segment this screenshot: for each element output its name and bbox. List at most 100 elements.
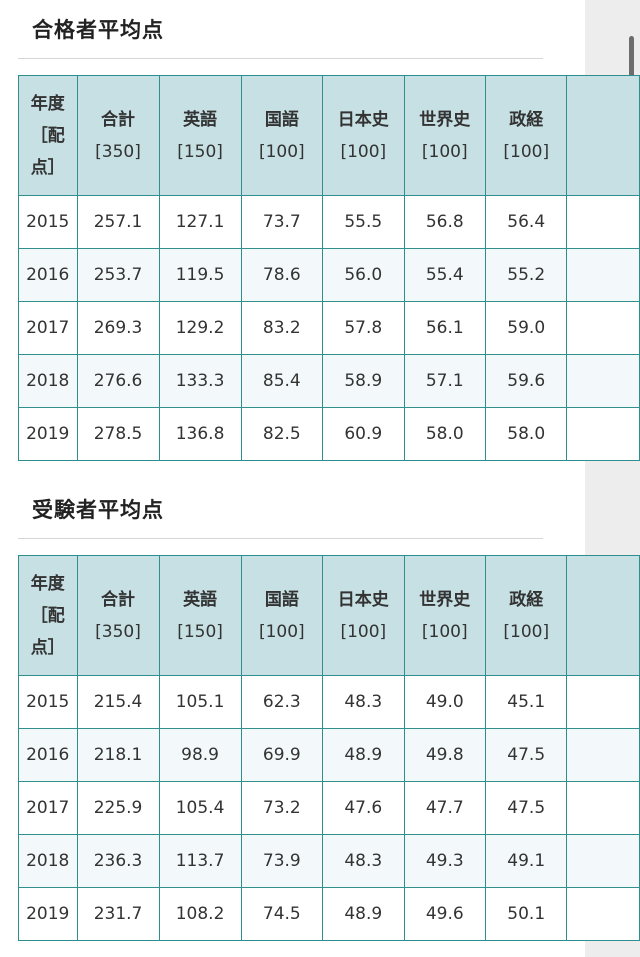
cell-total: 253.7 <box>76 248 160 302</box>
cell-total: 269.3 <box>76 301 160 355</box>
cell-japanese: 78.6 <box>240 248 324 302</box>
cell-japanese: 73.9 <box>240 834 324 888</box>
cell-year: 2016 <box>18 728 78 782</box>
cell-overflow <box>566 781 640 835</box>
cell-politics-economics: 49.1 <box>484 834 568 888</box>
cell-japanese-history: 55.5 <box>322 195 405 249</box>
cell-world-history: 49.8 <box>403 728 487 782</box>
cell-politics-economics: 56.4 <box>484 195 568 249</box>
header-english: 英語 [150] <box>158 75 242 196</box>
header-year: 年度 ［配 点］ <box>18 75 78 196</box>
cell-japanese: 83.2 <box>240 301 324 355</box>
cell-politics-economics: 59.6 <box>484 354 568 408</box>
cell-total: 236.3 <box>76 834 160 888</box>
cell-overflow <box>566 887 640 941</box>
table-header-row: 年度 ［配 点］ 合計 [350] 英語 [150] 国語 [100] 日本史 [100] … <box>18 555 640 676</box>
header-politics-economics: 政経 [100] <box>484 75 568 196</box>
cell-japanese-history: 57.8 <box>322 301 405 355</box>
header-japanese: 国語 [100] <box>240 555 324 676</box>
table-row: 2019 231.7 108.2 74.5 48.9 49.6 50.1 <box>18 887 640 941</box>
cell-japanese-history: 48.3 <box>322 675 405 729</box>
table-row: 2015 257.1 127.1 73.7 55.5 56.8 56.4 <box>18 195 640 249</box>
cell-politics-economics: 47.5 <box>484 781 568 835</box>
cell-japanese-history: 60.9 <box>322 407 405 461</box>
cell-japanese-history: 47.6 <box>322 781 405 835</box>
cell-world-history: 58.0 <box>403 407 487 461</box>
table-row: 2017 269.3 129.2 83.2 57.8 56.1 59.0 <box>18 301 640 355</box>
cell-total: 225.9 <box>76 781 160 835</box>
cell-total: 278.5 <box>76 407 160 461</box>
table-row: 2017 225.9 105.4 73.2 47.6 47.7 47.5 <box>18 781 640 835</box>
header-japanese: 国語 [100] <box>240 75 324 196</box>
cell-total: 215.4 <box>76 675 160 729</box>
cell-english: 129.2 <box>158 301 242 355</box>
header-overflow-column <box>566 555 640 676</box>
cell-overflow <box>566 728 640 782</box>
cell-japanese: 62.3 <box>240 675 324 729</box>
header-politics-economics: 政経 [100] <box>484 555 568 676</box>
cell-english: 136.8 <box>158 407 242 461</box>
cell-english: 108.2 <box>158 887 242 941</box>
header-world-history: 世界史 [100] <box>403 555 487 676</box>
cell-japanese: 74.5 <box>240 887 324 941</box>
cell-overflow <box>566 834 640 888</box>
examinees-score-table: 年度 ［配 点］ 合計 [350] 英語 [150] 国語 [100] 日本史 [100] … <box>18 555 640 941</box>
header-year: 年度 ［配 点］ <box>18 555 78 676</box>
cell-japanese-history: 58.9 <box>322 354 405 408</box>
cell-year: 2015 <box>18 195 78 249</box>
cell-total: 257.1 <box>76 195 160 249</box>
table-row: 2019 278.5 136.8 82.5 60.9 58.0 58.0 <box>18 407 640 461</box>
cell-japanese: 69.9 <box>240 728 324 782</box>
examinees-table-wrapper[interactable]: 年度 ［配 点］ 合計 [350] 英語 [150] 国語 [100] 日本史 [100] … <box>0 555 640 945</box>
header-world-history: 世界史 [100] <box>403 75 487 196</box>
header-total: 合計 [350] <box>76 555 160 676</box>
cell-world-history: 49.3 <box>403 834 487 888</box>
table-row: 2016 218.1 98.9 69.9 48.9 49.8 47.5 <box>18 728 640 782</box>
cell-overflow <box>566 301 640 355</box>
scrollbar-thumb[interactable] <box>629 36 634 104</box>
cell-year: 2018 <box>18 834 78 888</box>
cell-japanese: 73.2 <box>240 781 324 835</box>
cell-politics-economics: 47.5 <box>484 728 568 782</box>
cell-world-history: 56.1 <box>403 301 487 355</box>
cell-overflow <box>566 675 640 729</box>
cell-english: 105.1 <box>158 675 242 729</box>
cell-japanese-history: 56.0 <box>322 248 405 302</box>
table-row: 2018 236.3 113.7 73.9 48.3 49.3 49.1 <box>18 834 640 888</box>
examinees-title-divider <box>18 538 543 539</box>
cell-overflow <box>566 248 640 302</box>
cell-world-history: 55.4 <box>403 248 487 302</box>
header-japanese-history: 日本史 [100] <box>322 555 405 676</box>
cell-overflow <box>566 195 640 249</box>
cell-politics-economics: 59.0 <box>484 301 568 355</box>
table-row: 2018 276.6 133.3 85.4 58.9 57.1 59.6 <box>18 354 640 408</box>
cell-japanese: 85.4 <box>240 354 324 408</box>
cell-japanese: 82.5 <box>240 407 324 461</box>
passers-score-table: 年度 ［配 点］ 合計 [350] 英語 [150] 国語 [100] 日本史 [100] … <box>18 75 640 461</box>
table-row: 2016 253.7 119.5 78.6 56.0 55.4 55.2 <box>18 248 640 302</box>
passers-title-divider <box>18 58 543 59</box>
cell-english: 98.9 <box>158 728 242 782</box>
cell-year: 2019 <box>18 887 78 941</box>
cell-world-history: 57.1 <box>403 354 487 408</box>
table-header-row: 年度 ［配 点］ 合計 [350] 英語 [150] 国語 [100] 日本史 [100] … <box>18 75 640 196</box>
cell-year: 2015 <box>18 675 78 729</box>
cell-politics-economics: 55.2 <box>484 248 568 302</box>
cell-english: 105.4 <box>158 781 242 835</box>
header-japanese-history: 日本史 [100] <box>322 75 405 196</box>
cell-politics-economics: 50.1 <box>484 887 568 941</box>
cell-total: 231.7 <box>76 887 160 941</box>
cell-overflow <box>566 407 640 461</box>
examinees-average-title: 受験者平均点 <box>32 498 164 522</box>
passers-table-wrapper[interactable]: 年度 ［配 点］ 合計 [350] 英語 [150] 国語 [100] 日本史 [100] … <box>0 75 640 463</box>
passers-average-title: 合格者平均点 <box>32 18 164 42</box>
cell-year: 2017 <box>18 781 78 835</box>
cell-japanese-history: 48.3 <box>322 834 405 888</box>
cell-english: 119.5 <box>158 248 242 302</box>
cell-year: 2019 <box>18 407 78 461</box>
cell-total: 276.6 <box>76 354 160 408</box>
cell-english: 133.3 <box>158 354 242 408</box>
cell-english: 113.7 <box>158 834 242 888</box>
cell-english: 127.1 <box>158 195 242 249</box>
header-total: 合計 [350] <box>76 75 160 196</box>
